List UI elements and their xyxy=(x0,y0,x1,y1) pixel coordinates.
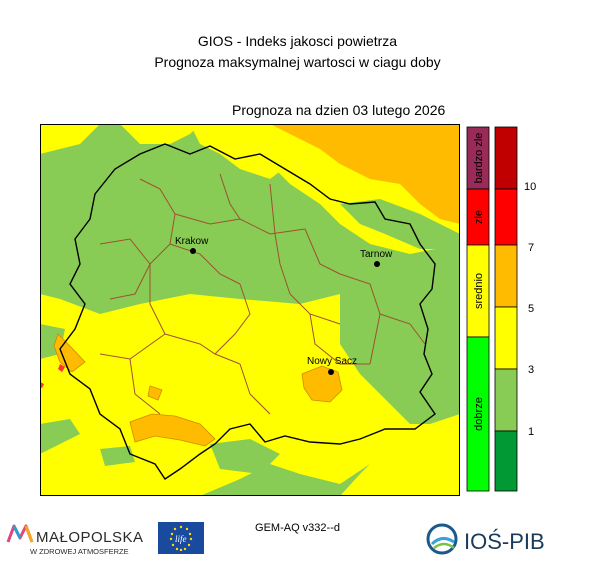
zone-yellow-top-left xyxy=(40,124,200,154)
scale-tick-5: 5 xyxy=(528,303,534,315)
legend: bardzo zle zle srednio dobrze 1 3 5 7 10 xyxy=(466,126,536,492)
scale-band-3 xyxy=(494,306,518,370)
zone-green-middle xyxy=(40,154,340,314)
zone-yellow-south xyxy=(40,294,410,496)
city-label-nowy-sacz: Nowy Sacz xyxy=(307,356,357,367)
scale-legend: 1 3 5 7 10 xyxy=(494,126,536,492)
scale-band-5 xyxy=(494,188,518,246)
district-borders xyxy=(99,173,426,415)
zone-orange-left xyxy=(53,333,86,373)
title-line-1: GIOS - Indeks jakosci powietrza xyxy=(197,33,398,49)
iosp-logo: IOŚ-PIB xyxy=(426,523,545,555)
zone-orange-south-center xyxy=(129,413,216,447)
malopolska-tagline: W ZDROWEJ ATMOSFERZE xyxy=(30,547,129,556)
category-label-bardzo-zle: bardzo zle xyxy=(473,133,485,184)
scale-tick-3: 3 xyxy=(528,364,534,376)
zone-yellow-top-center xyxy=(190,124,290,179)
forecast-date: Prognoza na dzien 03 lutego 2026 xyxy=(232,102,446,118)
zone-green-bottom-left xyxy=(40,419,80,454)
scale-tick-1: 1 xyxy=(528,426,534,438)
zone-yellow-bottom-right xyxy=(340,414,460,496)
scale-band-2 xyxy=(494,368,518,432)
zone-orange-nowy-sacz xyxy=(301,365,343,403)
category-dobrze xyxy=(466,336,490,492)
city-label-tarnow: Tarnow xyxy=(360,249,393,260)
scale-band-6 xyxy=(494,126,518,190)
forecast-map: Krakow Tarnow Nowy Sacz xyxy=(40,124,460,496)
iosp-text: IOŚ-PIB xyxy=(464,529,545,554)
eu-life-text: life xyxy=(175,534,187,544)
malopolska-name: MAŁOPOLSKA xyxy=(36,529,144,546)
category-label-zle: zle xyxy=(473,210,485,224)
zone-green-upper-right xyxy=(340,199,460,249)
zone-red-spot xyxy=(58,364,65,372)
malopolska-logo: MAŁOPOLSKA W ZDROWEJ ATMOSFERZE xyxy=(6,524,144,556)
eu-life-logo: life xyxy=(158,522,204,554)
region-border xyxy=(59,143,436,480)
category-label-dobrze: dobrze xyxy=(473,397,485,431)
title-line-2: Prognoza maksymalnej wartosci w ciagu do… xyxy=(154,54,441,70)
map-frame xyxy=(40,124,460,496)
category-legend: bardzo zle zle srednio dobrze xyxy=(466,126,490,492)
city-marker-tarnow: Tarnow xyxy=(360,249,393,267)
scale-band-1 xyxy=(494,430,518,492)
city-dot xyxy=(328,369,334,375)
scale-tick-10: 10 xyxy=(524,181,536,193)
scale-tick-7: 7 xyxy=(528,242,534,254)
city-dot xyxy=(374,261,380,267)
scale-band-4 xyxy=(494,244,518,308)
category-label-srednio: srednio xyxy=(473,273,485,309)
city-label-krakow: Krakow xyxy=(175,236,209,247)
model-label: GEM-AQ v332--d xyxy=(255,522,340,534)
eu-stars-icon xyxy=(169,525,193,552)
zone-orange-bottom-small xyxy=(147,385,163,401)
city-dot xyxy=(190,248,196,254)
zone-green-bottom-small xyxy=(100,446,135,466)
iosp-circle-icon xyxy=(426,523,458,555)
zone-orange-top-right xyxy=(270,124,460,224)
city-marker-nowy-sacz: Nowy Sacz xyxy=(307,356,357,375)
city-marker-krakow: Krakow xyxy=(175,236,209,254)
zone-green-bottom-center xyxy=(210,439,280,474)
